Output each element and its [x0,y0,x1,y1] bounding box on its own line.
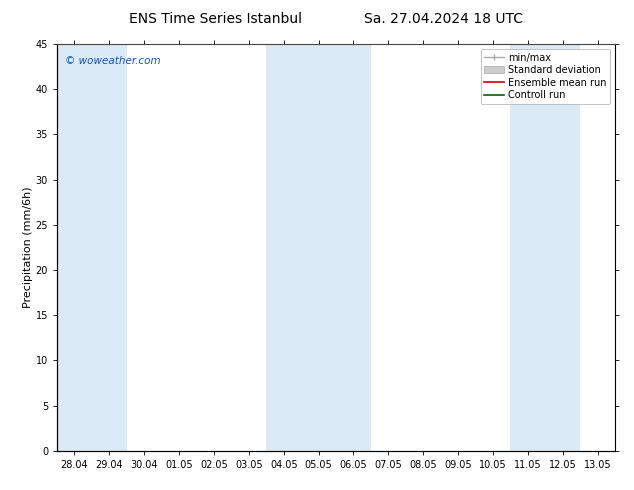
Y-axis label: Precipitation (mm/6h): Precipitation (mm/6h) [23,187,33,308]
Bar [57,44,127,451]
Legend: min/max, Standard deviation, Ensemble mean run, Controll run: min/max, Standard deviation, Ensemble me… [481,49,610,104]
Text: Sa. 27.04.2024 18 UTC: Sa. 27.04.2024 18 UTC [365,12,523,26]
Text: © woweather.com: © woweather.com [65,56,161,66]
Bar [510,44,580,451]
Bar [266,44,371,451]
Text: ENS Time Series Istanbul: ENS Time Series Istanbul [129,12,302,26]
